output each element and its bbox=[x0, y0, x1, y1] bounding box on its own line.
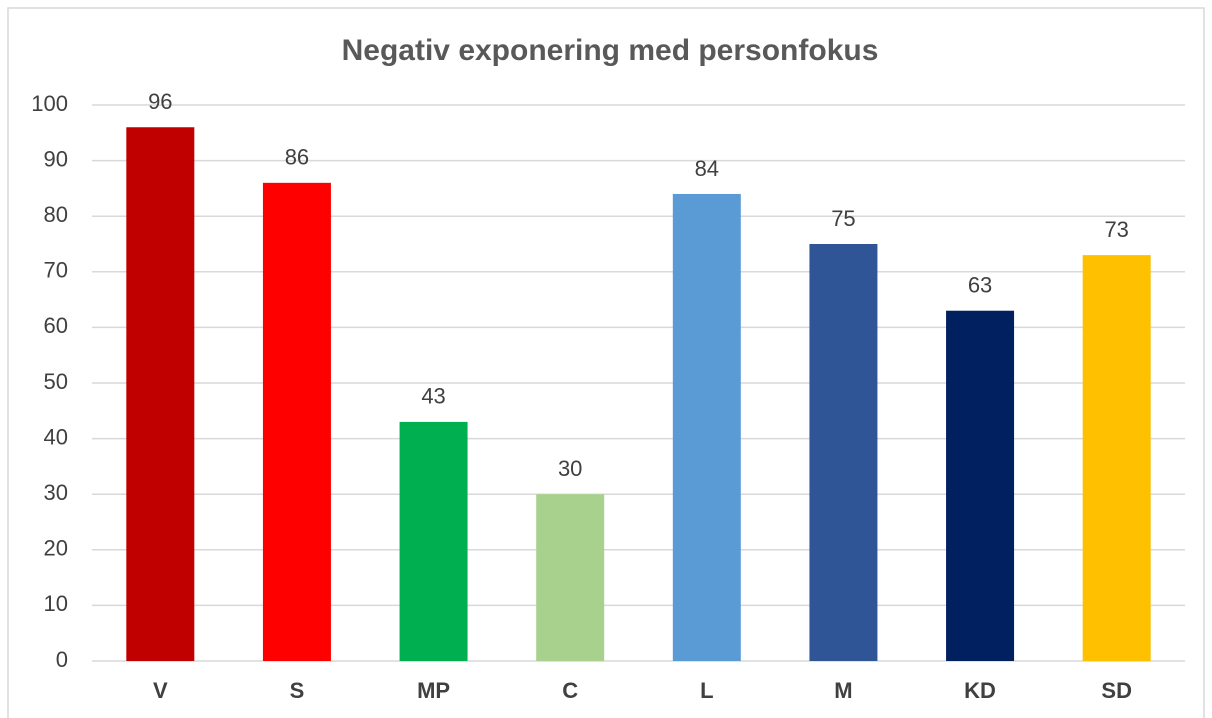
y-tick-label: 10 bbox=[44, 591, 68, 616]
bar bbox=[126, 127, 195, 662]
chart-title: Negativ exponering med personfokus bbox=[342, 34, 879, 67]
bar bbox=[1082, 255, 1151, 661]
x-tick-label: MP bbox=[417, 678, 450, 703]
bar bbox=[672, 193, 741, 661]
y-tick-label: 20 bbox=[44, 536, 68, 561]
y-tick-label: 0 bbox=[56, 647, 68, 672]
data-label: 30 bbox=[558, 456, 582, 481]
data-label: 43 bbox=[421, 384, 445, 409]
y-tick-label: 50 bbox=[44, 369, 68, 394]
bar bbox=[399, 421, 468, 661]
y-tick-label: 80 bbox=[44, 202, 68, 227]
x-tick-label: L bbox=[700, 678, 713, 703]
bar bbox=[809, 244, 878, 661]
data-label: 75 bbox=[831, 206, 855, 231]
x-tick-label: KD bbox=[964, 678, 996, 703]
x-tick-label: M bbox=[834, 678, 852, 703]
y-tick-label: 90 bbox=[44, 146, 68, 171]
x-tick-label: V bbox=[153, 678, 168, 703]
bar bbox=[262, 182, 331, 661]
data-label: 86 bbox=[285, 145, 309, 170]
y-tick-label: 100 bbox=[31, 91, 68, 116]
bar bbox=[946, 310, 1015, 661]
y-tick-label: 70 bbox=[44, 258, 68, 283]
y-tick-label: 60 bbox=[44, 313, 68, 338]
x-tick-label: SD bbox=[1101, 678, 1132, 703]
data-label: 96 bbox=[148, 89, 172, 114]
y-tick-label: 30 bbox=[44, 480, 68, 505]
y-tick-label: 40 bbox=[44, 424, 68, 449]
data-label: 84 bbox=[695, 156, 719, 181]
data-label: 73 bbox=[1104, 217, 1128, 242]
x-tick-label: S bbox=[290, 678, 305, 703]
x-tick-label: C bbox=[562, 678, 578, 703]
bar bbox=[536, 494, 605, 661]
data-label: 63 bbox=[968, 273, 992, 298]
